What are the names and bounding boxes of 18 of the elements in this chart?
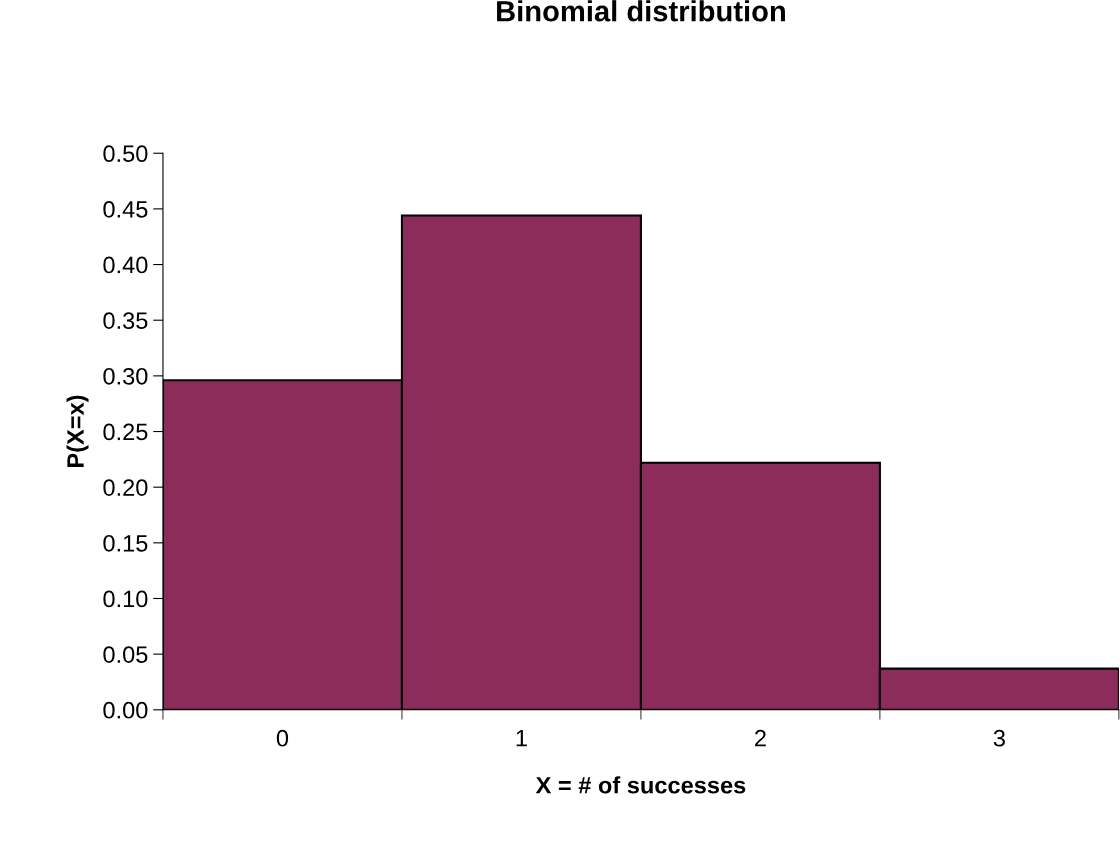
y-tick-label: 0.15 xyxy=(103,534,148,552)
y-tick-label: 0.00 xyxy=(103,701,148,719)
x-tick-label: 1 xyxy=(516,730,527,747)
x-tick-label: 2 xyxy=(755,729,766,747)
y-tick-label: 0.30 xyxy=(103,367,148,385)
y-tick-label: 0.10 xyxy=(103,590,148,608)
x-axis-title: X = # of successes xyxy=(535,776,746,794)
x-tick-label: 3 xyxy=(993,729,1005,747)
y-tick-label: 0.20 xyxy=(103,479,148,496)
y-tick-label: 0.25 xyxy=(103,423,148,441)
y-tick-label: 0.40 xyxy=(103,256,148,274)
y-tick-label: 0.05 xyxy=(103,646,148,663)
y-tick-label: 0.50 xyxy=(103,145,148,163)
y-tick-label: 0.35 xyxy=(103,312,148,329)
y-axis-title: P(X=x) xyxy=(66,395,89,468)
chart-title: Binomial distribution xyxy=(497,0,785,22)
y-tick-label: 0.45 xyxy=(103,200,148,218)
x-tick-label: 0 xyxy=(276,729,289,747)
